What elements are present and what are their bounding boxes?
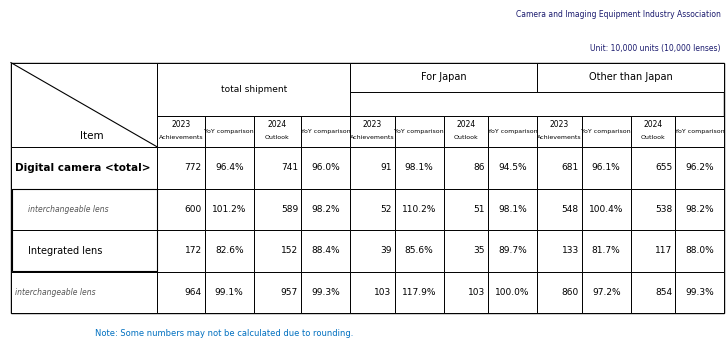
Text: YoY comparison: YoY comparison [675, 129, 724, 134]
Text: For Japan: For Japan [421, 72, 467, 82]
Text: 681: 681 [561, 163, 579, 172]
Text: 91: 91 [380, 163, 392, 172]
Text: 99.1%: 99.1% [215, 288, 244, 297]
Text: 964: 964 [185, 288, 202, 297]
Text: 741: 741 [281, 163, 298, 172]
Text: 96.4%: 96.4% [215, 163, 244, 172]
Text: 100.0%: 100.0% [496, 288, 530, 297]
Text: 152: 152 [281, 246, 298, 255]
Text: 100.4%: 100.4% [589, 205, 623, 214]
Text: 89.7%: 89.7% [498, 246, 527, 255]
Text: 117.9%: 117.9% [402, 288, 436, 297]
Text: 589: 589 [281, 205, 298, 214]
Text: 86: 86 [474, 163, 485, 172]
Text: 103: 103 [374, 288, 392, 297]
Text: 2023: 2023 [550, 120, 569, 129]
Text: 2023: 2023 [171, 120, 191, 129]
Text: 101.2%: 101.2% [212, 205, 246, 214]
Text: interchangeable lens: interchangeable lens [15, 288, 96, 297]
Text: 35: 35 [474, 246, 485, 255]
Text: 96.1%: 96.1% [592, 163, 620, 172]
Text: 110.2%: 110.2% [402, 205, 436, 214]
Text: 98.2%: 98.2% [686, 205, 714, 214]
Text: 85.6%: 85.6% [405, 246, 433, 255]
Text: 99.3%: 99.3% [686, 288, 714, 297]
Text: 117: 117 [655, 246, 673, 255]
Text: 96.2%: 96.2% [686, 163, 714, 172]
Text: YoY comparison: YoY comparison [301, 129, 350, 134]
Text: 854: 854 [655, 288, 673, 297]
Text: 600: 600 [184, 205, 202, 214]
Text: 98.1%: 98.1% [405, 163, 433, 172]
Text: 2024: 2024 [456, 120, 475, 129]
Text: 82.6%: 82.6% [215, 246, 244, 255]
Text: 39: 39 [380, 246, 392, 255]
Text: 51: 51 [474, 205, 485, 214]
Text: 957: 957 [281, 288, 298, 297]
Text: 548: 548 [561, 205, 579, 214]
Text: total shipment: total shipment [221, 85, 287, 94]
Text: Digital camera <total>: Digital camera <total> [15, 163, 151, 173]
Text: Outlook: Outlook [265, 135, 290, 140]
Text: YoY comparison: YoY comparison [582, 129, 631, 134]
Text: Outlook: Outlook [454, 135, 478, 140]
Text: Achievements: Achievements [537, 135, 582, 140]
Text: Integrated lens: Integrated lens [28, 246, 103, 256]
Text: 103: 103 [468, 288, 485, 297]
Text: Other than Japan: Other than Japan [589, 72, 673, 82]
Text: 2023: 2023 [363, 120, 382, 129]
Text: 860: 860 [561, 288, 579, 297]
Text: 655: 655 [655, 163, 673, 172]
Text: Outlook: Outlook [641, 135, 665, 140]
Text: YoY comparison: YoY comparison [205, 129, 254, 134]
Text: 94.5%: 94.5% [499, 163, 527, 172]
Text: 172: 172 [185, 246, 202, 255]
Text: 2024: 2024 [644, 120, 662, 129]
Text: Achievements: Achievements [350, 135, 395, 140]
Text: 96.0%: 96.0% [311, 163, 340, 172]
Text: Note: Some numbers may not be calculated due to rounding.: Note: Some numbers may not be calculated… [95, 329, 353, 338]
Text: YoY comparison: YoY comparison [395, 129, 444, 134]
Text: 772: 772 [185, 163, 202, 172]
Text: 2024: 2024 [268, 120, 287, 129]
Text: 88.0%: 88.0% [686, 246, 714, 255]
Text: 133: 133 [561, 246, 579, 255]
Text: 97.2%: 97.2% [592, 288, 620, 297]
Text: Achievements: Achievements [159, 135, 203, 140]
Text: 81.7%: 81.7% [592, 246, 620, 255]
Text: YoY comparison: YoY comparison [488, 129, 537, 134]
Text: interchangeable lens: interchangeable lens [28, 205, 109, 214]
Text: 88.4%: 88.4% [312, 246, 340, 255]
Text: 98.1%: 98.1% [498, 205, 527, 214]
Text: 99.3%: 99.3% [311, 288, 340, 297]
Text: Unit: 10,000 units (10,000 lenses): Unit: 10,000 units (10,000 lenses) [590, 44, 721, 53]
Text: 52: 52 [380, 205, 392, 214]
Text: Item: Item [79, 131, 103, 141]
Text: Camera and Imaging Equipment Industry Association: Camera and Imaging Equipment Industry As… [516, 10, 721, 19]
Text: 98.2%: 98.2% [312, 205, 340, 214]
Text: 538: 538 [655, 205, 673, 214]
